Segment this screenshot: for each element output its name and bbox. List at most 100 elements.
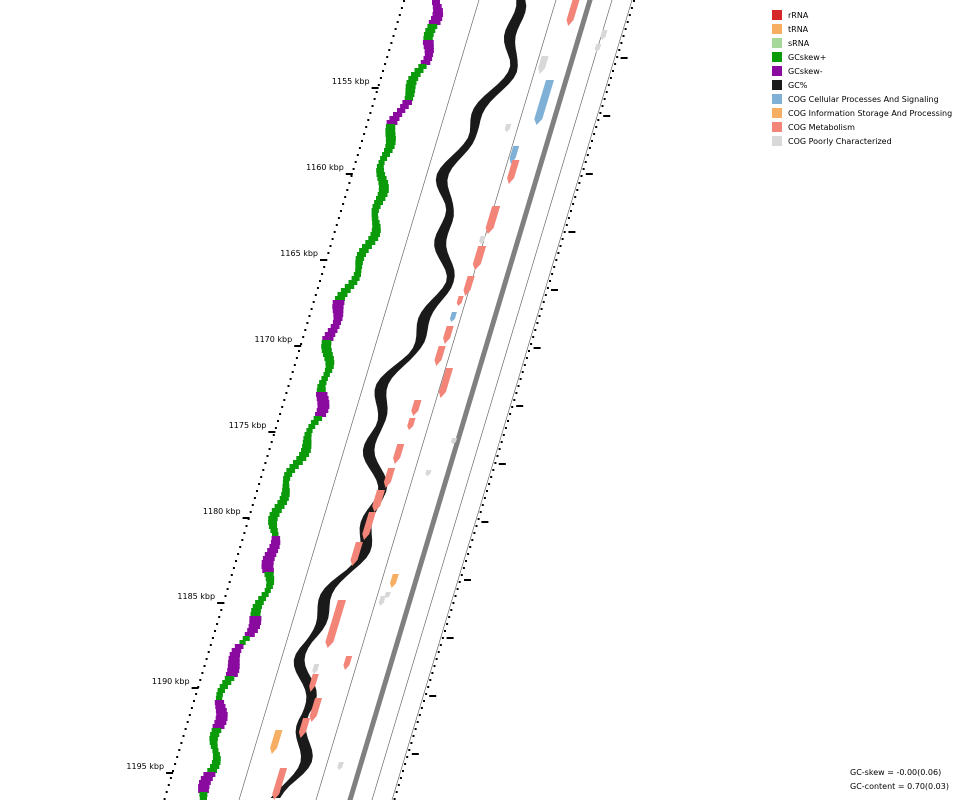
axis-major-tick <box>533 347 541 349</box>
axis-major-tick <box>411 753 419 755</box>
gc-skew-positive-segment <box>313 416 323 421</box>
gc-skew-positive-segment <box>199 796 207 800</box>
axis-minor-tick <box>601 105 604 107</box>
axis-minor-tick <box>488 483 491 485</box>
gc-skew-negative-segment <box>234 644 244 649</box>
feature-arrow <box>538 56 549 74</box>
axis-minor-tick <box>393 798 396 800</box>
axis-minor-tick <box>614 63 617 65</box>
axis-minor-tick <box>465 560 467 562</box>
axis-minor-tick <box>544 294 547 296</box>
gc-skew-negative-segment <box>402 100 412 105</box>
gc-skew-positive-segment <box>324 368 333 373</box>
axis-minor-tick <box>439 644 442 646</box>
gc-skew-negative-segment <box>324 332 336 337</box>
gc-skew-positive-segment <box>319 380 327 385</box>
gc-skew-negative-segment <box>249 620 262 625</box>
axis-minor-tick <box>616 56 619 58</box>
gc-skew-positive-segment <box>306 428 313 433</box>
axis-minor-tick <box>237 553 240 555</box>
axis-major-tick <box>345 173 353 175</box>
axis-major-tick <box>191 687 199 689</box>
axis-minor-tick <box>553 266 556 268</box>
axis-minor-tick <box>441 637 444 639</box>
guide-line <box>238 0 480 800</box>
legend-swatch <box>772 38 782 48</box>
axis-minor-tick <box>458 581 461 583</box>
gc-skew-negative-segment <box>330 324 340 329</box>
gc-skew-positive-segment <box>368 236 379 241</box>
axis-minor-tick <box>291 371 294 373</box>
axis-minor-tick <box>612 70 614 72</box>
axis-tick-label: 1155 kbp <box>332 77 370 86</box>
gc-skew-positive-segment <box>216 692 223 697</box>
axis-minor-tick <box>272 434 275 436</box>
gc-skew-positive-segment <box>425 28 436 33</box>
axis-minor-tick <box>163 798 166 800</box>
legend-label: GCskew+ <box>788 52 827 62</box>
legend-item-gcskew-neg: GCskew- <box>772 64 952 78</box>
axis-minor-tick <box>253 497 256 499</box>
gc-skew-negative-segment <box>422 40 434 45</box>
axis-minor-tick <box>437 651 440 653</box>
gc-skew-positive-segment <box>217 688 225 693</box>
gc-skew-positive-segment <box>252 604 262 609</box>
gc-skew-positive-segment <box>282 484 290 489</box>
legend-label: COG Metabolism <box>788 122 855 132</box>
axis-minor-tick <box>384 63 387 65</box>
axis-minor-tick <box>346 189 349 191</box>
legend-label: COG Cellular Processes And Signaling <box>788 94 939 104</box>
feature-arrow <box>449 312 457 322</box>
gc-skew-negative-segment <box>261 564 274 569</box>
gc-skew-positive-segment <box>355 256 365 261</box>
gc-skew-positive-segment <box>378 160 385 165</box>
axis-minor-tick <box>494 462 497 464</box>
axis-minor-tick <box>475 525 478 527</box>
legend-label: COG Poorly Characterized <box>788 136 892 146</box>
axis-minor-tick <box>425 693 428 695</box>
axis-minor-tick <box>555 259 558 261</box>
axis-minor-tick <box>607 84 610 86</box>
gc-skew-positive-segment <box>321 376 328 381</box>
axis-minor-tick <box>228 581 231 583</box>
axis-minor-tick <box>235 560 237 562</box>
axis-minor-tick <box>180 742 183 744</box>
gc-skew-positive-segment <box>282 480 290 485</box>
gc-skew-negative-segment <box>333 312 344 317</box>
axis-minor-tick <box>572 203 575 205</box>
axis-minor-tick <box>354 161 357 163</box>
gc-skew-negative-segment <box>322 336 334 341</box>
gc-skew-positive-segment <box>255 600 264 605</box>
axis-minor-tick <box>471 539 474 541</box>
gc-skew-negative-segment <box>227 664 240 669</box>
axis-minor-tick <box>207 651 210 653</box>
gc-skew-negative-segment <box>316 408 329 413</box>
axis-minor-tick <box>570 210 572 212</box>
gc-skew-negative-segment <box>332 320 341 325</box>
axis-minor-tick <box>412 735 415 737</box>
gc-skew-positive-segment <box>207 768 217 773</box>
axis-minor-tick <box>460 574 463 576</box>
axis-minor-tick <box>361 140 363 142</box>
gc-skew-negative-segment <box>431 16 443 21</box>
gc-skew-negative-segment <box>423 56 433 61</box>
axis-minor-tick <box>373 98 376 100</box>
axis-minor-tick <box>416 721 419 723</box>
feature-arrow <box>343 656 353 670</box>
axis-tick-label: 1175 kbp <box>229 421 267 430</box>
axis-minor-tick <box>521 371 524 373</box>
axis-minor-tick <box>203 665 206 667</box>
axis-minor-tick <box>270 441 273 443</box>
axis-minor-tick <box>310 308 313 310</box>
axis-minor-tick <box>211 637 214 639</box>
axis-minor-tick <box>446 623 449 625</box>
gc-skew-positive-segment <box>371 212 378 217</box>
axis-minor-tick <box>262 469 265 471</box>
gc-skew-positive-segment <box>265 576 275 581</box>
genome-backbone <box>347 0 593 800</box>
axis-minor-tick <box>398 14 401 16</box>
axis-minor-tick <box>323 266 326 268</box>
axis-minor-tick <box>214 630 216 632</box>
gc-skew-negative-segment <box>386 120 398 125</box>
gc-skew-negative-segment <box>215 704 226 709</box>
